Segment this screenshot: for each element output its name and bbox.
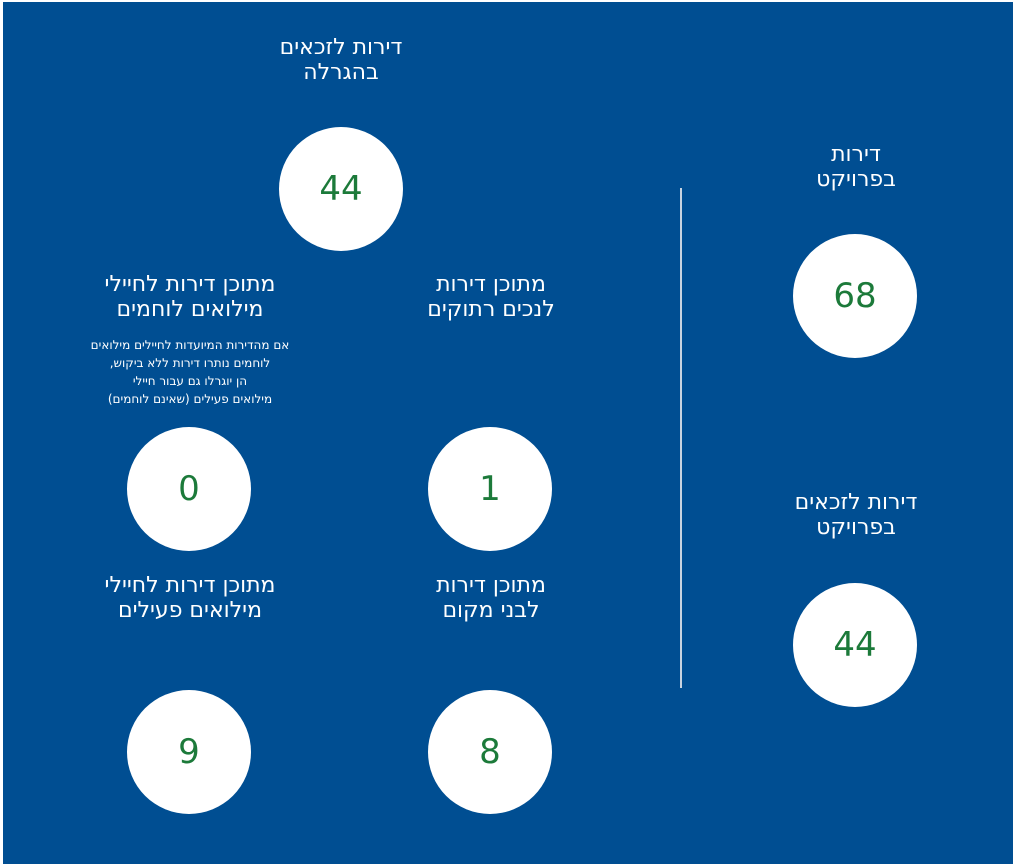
column-divider — [680, 188, 682, 688]
project-apartments-circle: 68 — [793, 234, 917, 358]
project-eligible-circle: 44 — [793, 583, 917, 707]
veterans-value: 1 — [479, 469, 501, 509]
project-eligible-value: 44 — [833, 625, 877, 665]
veterans-circle: 1 — [428, 427, 552, 551]
local-residents-value: 8 — [479, 732, 501, 772]
lottery-winners-value: 44 — [319, 169, 363, 209]
project-eligible-label: דירות לזכאים בפרויקט — [794, 490, 918, 540]
local-residents-circle: 8 — [428, 690, 552, 814]
reserve-combat-value: 0 — [178, 469, 200, 509]
reserve-combat-note: אם מהדירות המיועדות לחיילים מילואים לוחמ… — [90, 338, 290, 406]
reserve-active-value: 9 — [178, 732, 200, 772]
local-residents-label: מתוכן דירות לבני מקום — [436, 573, 546, 623]
lottery-winners-circle: 44 — [279, 127, 403, 251]
project-apartments-label: דירות בפרויקט — [816, 142, 896, 192]
reserve-combat-label: מתוכן דירות לחיילי מילואים לוחמים — [104, 272, 276, 322]
veterans-label: מתוכן דירות לנכים רתוקים — [427, 272, 555, 322]
reserve-active-circle: 9 — [127, 690, 251, 814]
reserve-active-label: מתוכן דירות לחיילי מילואים פעילים — [104, 573, 276, 623]
project-apartments-value: 68 — [833, 276, 877, 316]
reserve-combat-circle: 0 — [127, 427, 251, 551]
lottery-winners-label: דירות לזכאים בהגרלה — [279, 35, 403, 85]
